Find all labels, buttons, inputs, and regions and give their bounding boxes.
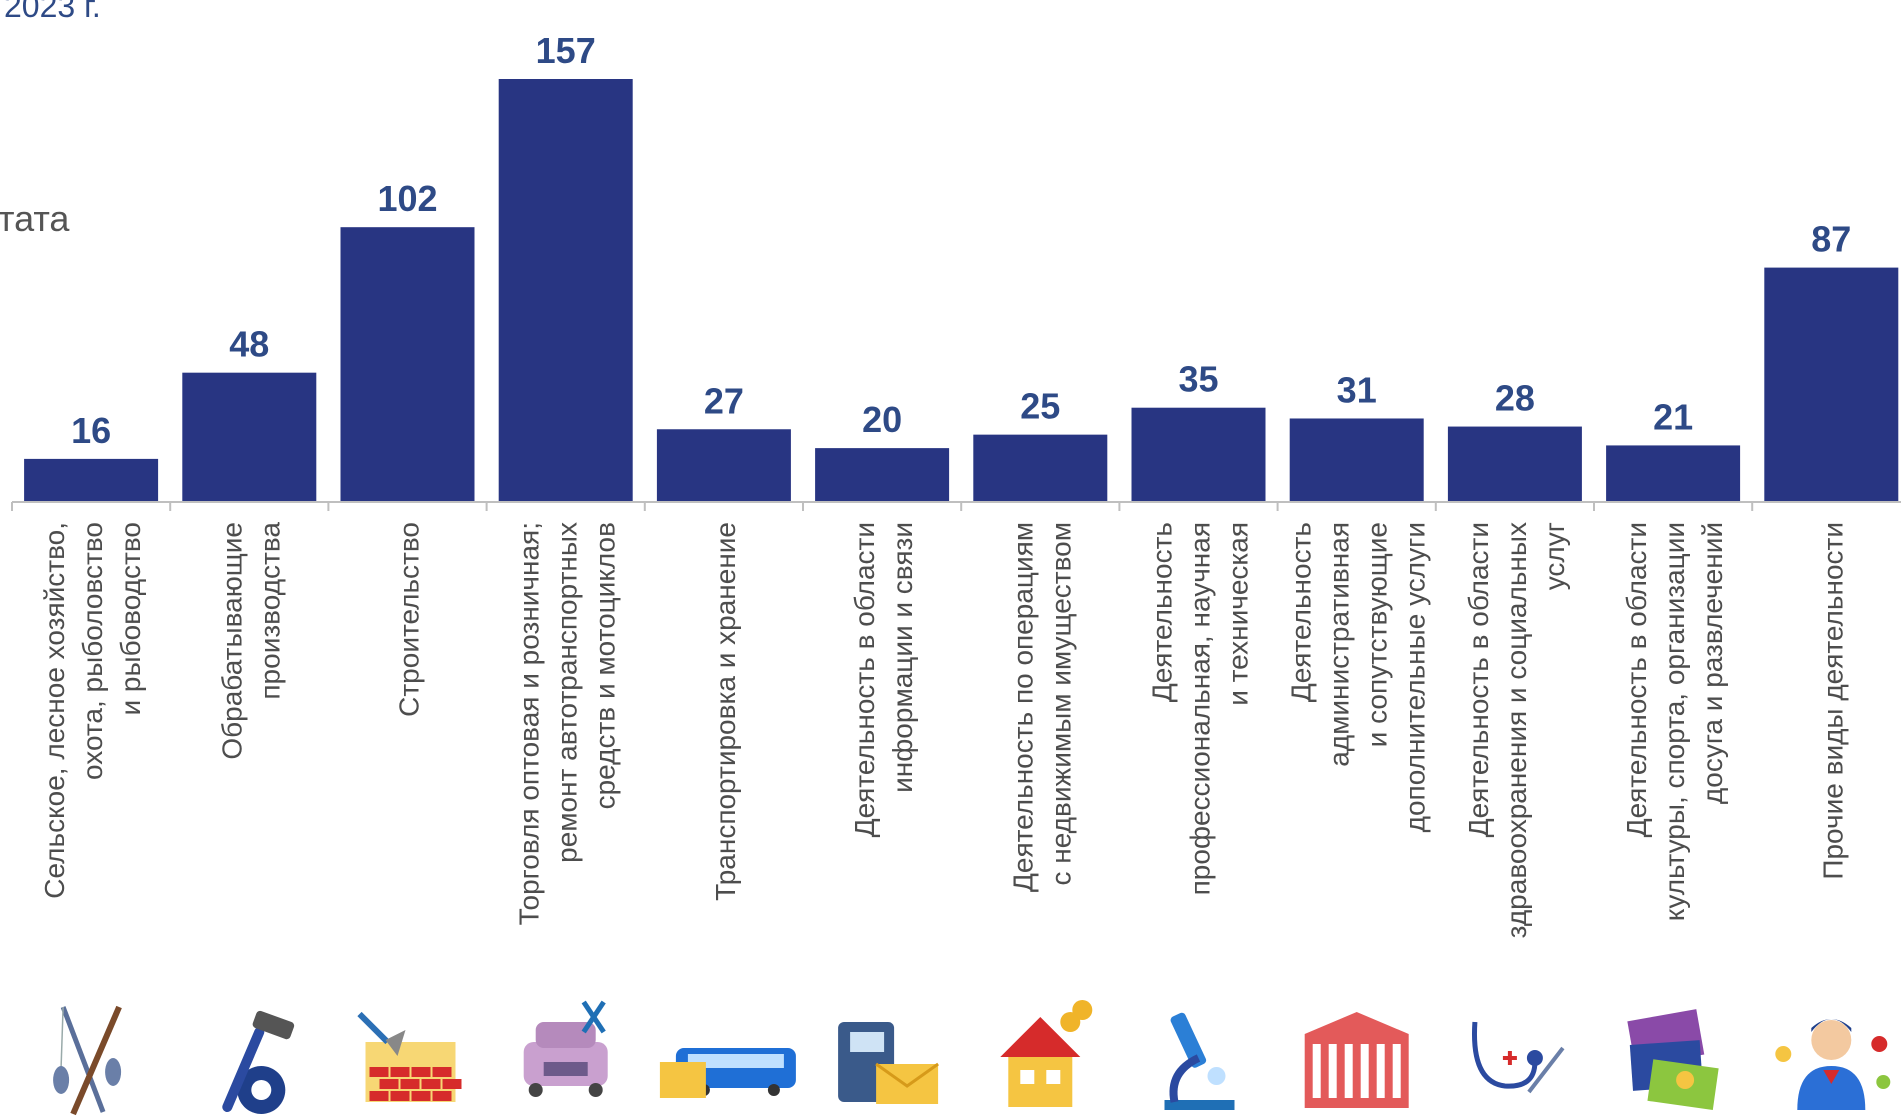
bar (1131, 407, 1266, 502)
bar-value-label: 31 (1337, 369, 1377, 410)
category-label-line: Деятельность в области (849, 522, 880, 837)
category-label-line: дополнительные услуги (1400, 522, 1431, 832)
category-label: Транспортировка и хранение (710, 522, 741, 901)
bar-value-label: 27 (704, 380, 744, 421)
category-label-line: информации и связи (887, 522, 918, 793)
category-label-line: Деятельность (1147, 522, 1178, 702)
value-labels-group: 16 48 102 157 27 20 25 35 31 28 21 87 (71, 30, 1851, 451)
category-label-line: Обрабатывающие (216, 522, 247, 760)
bar (182, 372, 317, 502)
car-repair-icon (523, 1000, 608, 1097)
subtitle-fragment: тата (0, 198, 70, 239)
category-label-line: Деятельность в области (1621, 522, 1652, 837)
category-label-line: Транспортировка и хранение (710, 522, 741, 901)
category-label-line: Деятельность в области (1463, 522, 1494, 837)
bar (1764, 267, 1899, 502)
bar (1289, 418, 1424, 502)
category-label: Деятельность в области информации и связи (849, 522, 918, 837)
bar (1606, 445, 1741, 502)
phone-mail-icon (838, 1022, 939, 1104)
category-label-line: здравоохранения и социальных (1501, 522, 1532, 938)
category-label: Деятельность профессиональная, научная и т… (1147, 522, 1254, 895)
category-label-line: Торговля оптовая и розничная; (514, 522, 545, 925)
category-label-line: досуга и развлечений (1697, 522, 1728, 804)
person-gears-icon (1775, 1019, 1891, 1110)
category-label: Обрабатывающие производства (216, 522, 285, 760)
category-label: Прочие виды деятельности (1817, 522, 1848, 880)
hammer-gear-icon (222, 1010, 295, 1114)
x-axis (11, 501, 1901, 511)
category-label-line: профессиональная, научная (1185, 522, 1216, 895)
category-label-line: и рыбоводство (115, 522, 146, 716)
category-label-line: Прочие виды деятельности (1817, 522, 1848, 880)
bar-value-label: 21 (1653, 396, 1693, 437)
bar-value-label: 48 (229, 324, 269, 365)
category-label: Деятельность по операциям с недвижимым им… (1007, 522, 1076, 892)
bar (656, 429, 791, 502)
bar (815, 448, 950, 502)
category-label: Сельское, лесное хозяйство, охота, рыболо… (39, 522, 146, 899)
bar-value-label: 28 (1495, 378, 1535, 419)
bar (973, 434, 1108, 502)
category-label-line: ремонт автотранспортных (552, 522, 583, 863)
bars-group (24, 79, 1899, 503)
category-label-line: административная (1324, 522, 1355, 767)
category-label-line: Деятельность (1286, 522, 1317, 702)
bar-value-label: 25 (1020, 386, 1060, 427)
category-label: Деятельность в области культуры, спорта, … (1621, 522, 1728, 921)
bar (24, 458, 159, 502)
bar-value-label: 16 (71, 410, 111, 451)
stethoscope-syringe-icon (1471, 1021, 1565, 1094)
bar-value-label: 102 (377, 178, 437, 219)
category-label-line: культуры, спорта, организации (1659, 522, 1690, 921)
category-label: Деятельность в области здравоохранения и … (1463, 522, 1570, 938)
category-label-line: Строительство (394, 522, 425, 717)
category-label-line: средств и мотоциклов (590, 522, 621, 809)
category-label: Строительство (394, 522, 425, 717)
category-labels-group: Сельское, лесное хозяйство, охота, рыболо… (39, 522, 1848, 939)
bar (498, 79, 633, 502)
fishing-rod-icon (53, 1005, 122, 1116)
bus-truck-icon (659, 1048, 796, 1098)
category-label-line: Сельское, лесное хозяйство, (39, 522, 70, 899)
category-label-line: и техническая (1223, 522, 1254, 706)
category-label-line: услуг (1539, 522, 1570, 590)
category-label-line: и сопутствующие (1362, 522, 1393, 747)
bar (340, 227, 475, 503)
category-label: Торговля оптовая и розничная; ремонт авто… (514, 522, 621, 925)
icons-group (53, 1000, 1891, 1116)
house-coins-icon (1000, 1000, 1093, 1107)
title-fragment-year: 2023 г. (4, 0, 101, 24)
building-columns-icon (1304, 1012, 1409, 1108)
bar-value-label: 157 (536, 30, 596, 71)
microscope-icon (1164, 1012, 1235, 1110)
theater-tickets-icon (1627, 1009, 1719, 1110)
bar-value-label: 35 (1178, 359, 1218, 400)
bar-value-label: 20 (862, 399, 902, 440)
brick-wall-trowel-icon (357, 1011, 462, 1102)
bar (1447, 426, 1582, 502)
category-label-line: производства (254, 522, 285, 700)
category-label: Деятельность административная и сопутствую… (1286, 522, 1431, 832)
bar-value-label: 87 (1811, 219, 1851, 260)
category-label-line: охота, рыболовство (77, 522, 108, 780)
category-label-line: с недвижимым имуществом (1045, 522, 1076, 886)
category-label-line: Деятельность по операциям (1007, 522, 1038, 892)
